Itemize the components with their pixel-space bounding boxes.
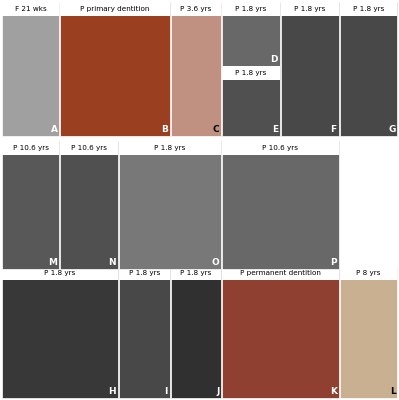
Bar xyxy=(222,2,280,66)
Text: M: M xyxy=(48,258,57,267)
Bar xyxy=(170,2,221,136)
Text: P 1.8 yrs: P 1.8 yrs xyxy=(180,270,211,276)
Bar xyxy=(60,141,118,269)
Text: I: I xyxy=(164,388,168,396)
Text: N: N xyxy=(109,258,116,267)
Bar xyxy=(119,266,170,398)
Text: P 1.8 yrs: P 1.8 yrs xyxy=(235,70,267,76)
Text: P 1.8 yrs: P 1.8 yrs xyxy=(154,145,186,151)
Bar xyxy=(222,66,280,80)
Bar xyxy=(2,141,59,269)
Bar xyxy=(281,2,339,136)
Bar xyxy=(170,266,221,398)
Text: G: G xyxy=(388,125,395,134)
Text: L: L xyxy=(390,388,395,396)
Text: H: H xyxy=(109,388,116,396)
Text: F 21 wks: F 21 wks xyxy=(15,6,46,12)
Text: C: C xyxy=(213,125,219,134)
Text: P 1.8 yrs: P 1.8 yrs xyxy=(128,270,160,276)
Text: F: F xyxy=(331,125,337,134)
Text: P 10.6 yrs: P 10.6 yrs xyxy=(12,145,49,151)
Bar xyxy=(2,266,118,280)
Bar xyxy=(340,266,397,398)
Bar xyxy=(222,266,339,398)
Text: P 1.8 yrs: P 1.8 yrs xyxy=(44,270,75,276)
Bar xyxy=(222,66,280,136)
Bar xyxy=(340,2,397,136)
Bar xyxy=(2,266,118,398)
Text: A: A xyxy=(50,125,57,134)
Text: K: K xyxy=(330,388,337,396)
Text: P 1.8 yrs: P 1.8 yrs xyxy=(353,6,384,12)
Bar xyxy=(222,266,339,280)
Bar xyxy=(281,2,339,16)
Text: P 10.6 yrs: P 10.6 yrs xyxy=(71,145,107,151)
Bar xyxy=(2,2,59,16)
Text: P 1.8 yrs: P 1.8 yrs xyxy=(294,6,326,12)
Bar xyxy=(170,266,221,280)
Bar xyxy=(340,266,397,280)
Bar xyxy=(60,2,170,16)
Bar xyxy=(2,141,59,155)
Bar xyxy=(340,2,397,16)
Bar xyxy=(222,141,339,155)
Bar xyxy=(60,141,118,155)
Bar xyxy=(2,2,59,136)
Bar xyxy=(119,266,170,280)
Bar xyxy=(119,141,221,269)
Text: P permanent dentition: P permanent dentition xyxy=(240,270,321,276)
Text: P 3.6 yrs: P 3.6 yrs xyxy=(180,6,211,12)
Bar xyxy=(60,2,170,136)
Text: E: E xyxy=(272,125,278,134)
Text: J: J xyxy=(216,388,219,396)
Bar xyxy=(170,2,221,16)
Text: O: O xyxy=(211,258,219,267)
Text: P 10.6 yrs: P 10.6 yrs xyxy=(263,145,298,151)
Text: P 8 yrs: P 8 yrs xyxy=(356,270,381,276)
Bar xyxy=(222,141,339,269)
Text: B: B xyxy=(161,125,168,134)
Bar xyxy=(119,141,221,155)
Text: D: D xyxy=(271,55,278,64)
Text: P: P xyxy=(330,258,337,267)
Text: P primary dentition: P primary dentition xyxy=(80,6,150,12)
Bar xyxy=(222,2,280,16)
Text: P 1.8 yrs: P 1.8 yrs xyxy=(235,6,267,12)
